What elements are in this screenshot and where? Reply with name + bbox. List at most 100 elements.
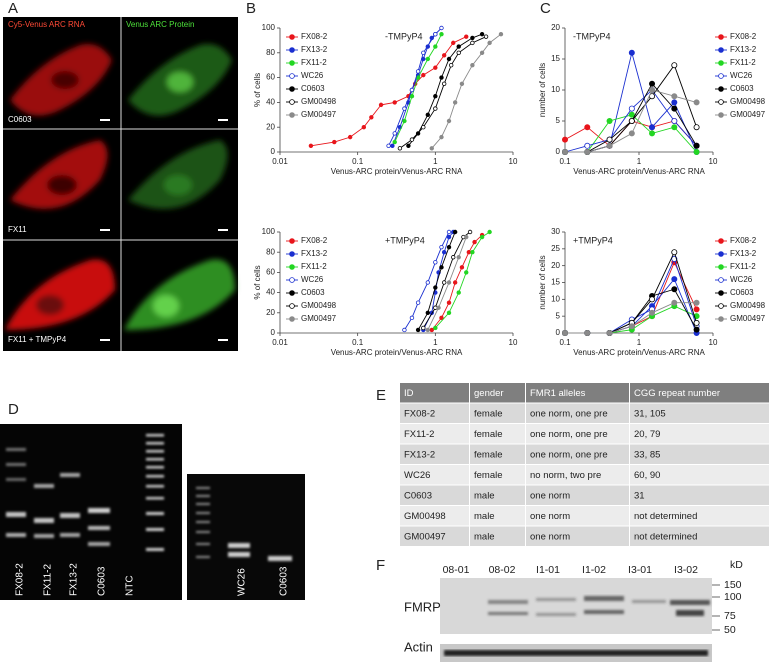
data-point [470, 35, 475, 41]
lane-label: C0603 [279, 566, 290, 596]
data-point [459, 265, 465, 270]
y-axis-label: number of cells [538, 63, 547, 117]
data-point [671, 105, 678, 112]
x-tick-label: 1 [637, 338, 642, 347]
lane-label: FX13-2 [69, 563, 80, 596]
data-point [441, 249, 447, 255]
panel-letter: F [376, 557, 385, 574]
table-cell [400, 403, 469, 423]
y-tick-label: 20 [266, 308, 275, 317]
data-point [628, 118, 635, 125]
data-point [439, 265, 444, 270]
legend-label: FX08-2 [730, 32, 757, 41]
data-point [671, 276, 678, 283]
legend-marker [718, 112, 724, 118]
lane-label: 08-01 [443, 564, 470, 576]
y-axis-label: number of cells [538, 255, 547, 309]
table-cell [400, 465, 469, 485]
table-header: ID [404, 388, 414, 399]
table-header: FMR1 alleles [530, 388, 586, 399]
data-point [421, 72, 426, 78]
data-point [671, 93, 678, 100]
data-point [671, 286, 678, 293]
data-point [415, 300, 421, 305]
table-cell [526, 444, 629, 464]
x-tick-label: 10 [509, 338, 518, 347]
data-point [456, 44, 461, 49]
marker-label: 50 [724, 624, 736, 636]
x-tick-label: 0.01 [272, 157, 288, 166]
y-tick-label: 0 [556, 328, 561, 337]
table-cell [470, 444, 525, 464]
table-cell-text: one norm, one pre [530, 429, 608, 440]
table-cell [400, 485, 469, 505]
data-point [425, 280, 431, 285]
data-point [308, 143, 314, 148]
table-cell-text: 60, 90 [634, 470, 660, 481]
table-cell-text: 33, 85 [634, 449, 660, 460]
data-point [671, 124, 678, 131]
legend-label: GM00498 [301, 97, 337, 106]
y-tick-label: 0 [271, 328, 276, 337]
table-cell-text: male [474, 490, 495, 501]
table-cell [470, 424, 525, 444]
data-point [693, 306, 700, 313]
data-point [433, 260, 438, 265]
data-point [479, 50, 485, 55]
table-cell-text: no norm, two pre [530, 470, 601, 481]
data-point [433, 65, 438, 70]
series-line [394, 34, 442, 143]
data-point [439, 315, 444, 321]
legend-label: GM00497 [730, 314, 766, 323]
table-cell [630, 444, 769, 464]
lane-label: 08-02 [489, 564, 516, 576]
annotation: +TMPyP4 [573, 235, 613, 245]
data-point [479, 32, 485, 37]
data-point [415, 69, 421, 74]
data-point [467, 229, 473, 235]
data-point [693, 326, 700, 333]
table-cell-text: female [474, 429, 503, 440]
data-point [402, 106, 407, 111]
y-tick-label: 30 [551, 227, 560, 236]
y-axis-label: % of cells [253, 265, 262, 299]
table-cell-text: one norm [530, 511, 570, 522]
data-point [409, 87, 415, 93]
legend-marker [289, 86, 295, 92]
legend-marker [718, 264, 724, 270]
legend-label: WC26 [730, 71, 753, 80]
data-point [452, 100, 458, 105]
legend-label: FX11-2 [730, 262, 756, 271]
data-point [628, 111, 635, 118]
table-header: gender [474, 388, 504, 399]
data-point [470, 40, 475, 46]
data-point [649, 124, 656, 131]
legend-label: GM00498 [730, 97, 766, 106]
legend-label: GM00498 [730, 301, 766, 310]
data-point [693, 99, 700, 106]
table-cell [630, 424, 769, 444]
legend-label: C0603 [730, 84, 754, 93]
data-point [421, 325, 426, 331]
data-point [433, 106, 438, 111]
legend-label: FX11-2 [301, 262, 327, 271]
data-point [649, 80, 656, 87]
data-point [392, 139, 397, 145]
y-tick-label: 20 [551, 261, 560, 270]
y-tick-label: 10 [551, 294, 560, 303]
data-point [472, 239, 477, 245]
table-cell-text: WC26 [404, 470, 430, 481]
legend-label: FX11-2 [301, 58, 327, 67]
data-point [390, 143, 395, 148]
y-tick-label: 0 [271, 147, 276, 156]
data-point [433, 44, 438, 49]
data-point [693, 142, 700, 149]
legend-marker [718, 316, 724, 322]
data-point [483, 34, 489, 39]
table-cell [400, 506, 469, 526]
legend-label: FX13-2 [730, 45, 757, 54]
x-tick-label: 0.1 [559, 338, 571, 347]
table-cell-text: one norm [530, 531, 570, 542]
image-row-label: C0603 [8, 115, 32, 124]
legend-label: FX08-2 [301, 32, 328, 41]
